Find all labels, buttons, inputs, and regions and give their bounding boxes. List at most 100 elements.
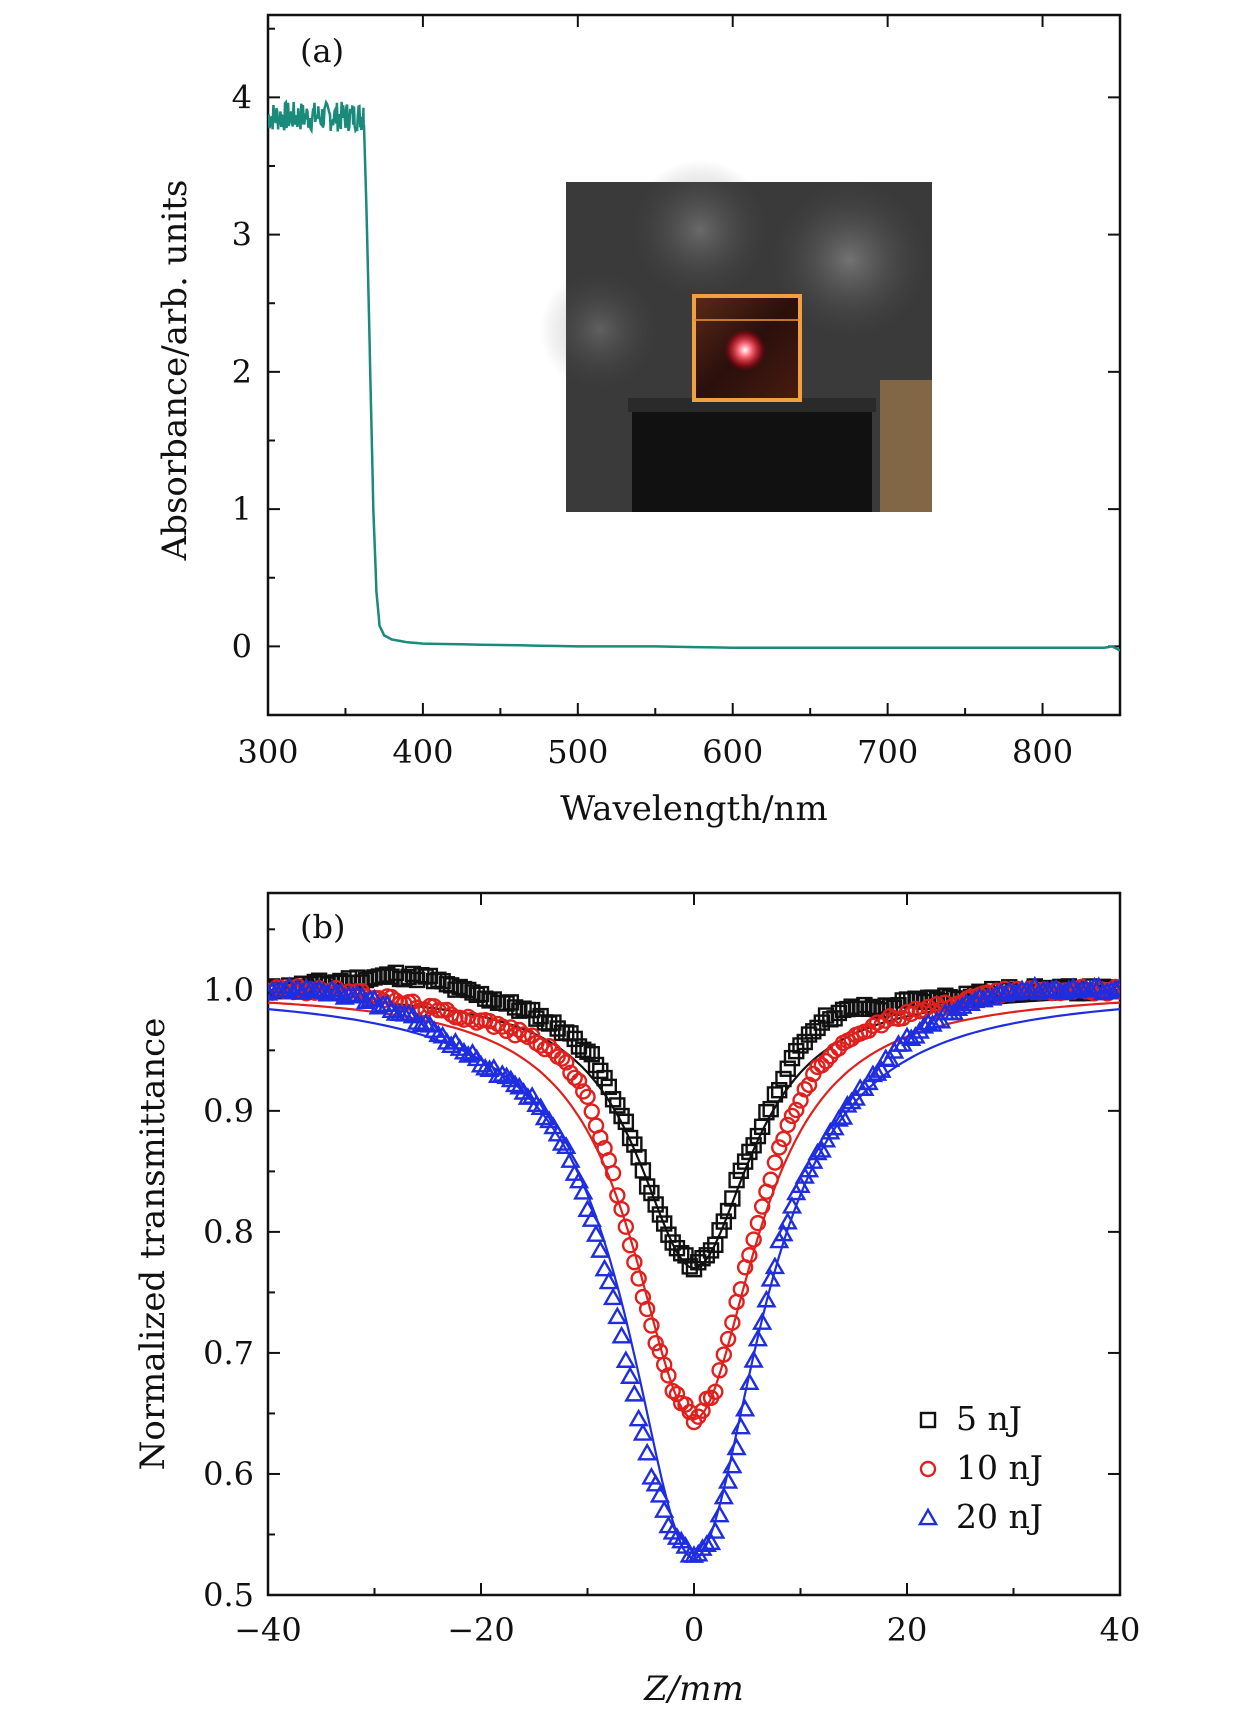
data-point-10nJ [630, 1270, 647, 1287]
legend-marker-5nJ [919, 1411, 937, 1429]
data-point-20nJ [568, 1170, 590, 1189]
data-point-20nJ [845, 1088, 866, 1106]
data-point-20nJ [705, 1521, 726, 1539]
panel-a-x-tick-label: 600 [702, 733, 763, 771]
data-point-5nJ [766, 1086, 784, 1103]
data-point-5nJ [655, 1215, 673, 1232]
data-point-10nJ [724, 1314, 741, 1331]
data-point-5nJ [758, 1104, 775, 1121]
data-point-20nJ [841, 1091, 862, 1110]
data-point-20nJ [398, 1003, 419, 1022]
data-point-5nJ [805, 1023, 822, 1040]
data-point-10nJ [655, 1356, 673, 1373]
data-point-5nJ [383, 968, 400, 985]
data-point-10nJ [613, 1200, 630, 1218]
data-point-10nJ [583, 1103, 600, 1120]
data-point-10nJ [494, 1018, 511, 1035]
data-point-20nJ [628, 1408, 649, 1427]
data-point-5nJ [792, 1037, 809, 1054]
data-point-20nJ [458, 1045, 479, 1063]
data-point-10nJ [796, 1081, 813, 1098]
data-point-10nJ [788, 1101, 805, 1119]
data-point-5nJ [702, 1242, 720, 1259]
data-point-10nJ [732, 1281, 750, 1298]
panel-a-x-axis-title: Wavelength/nm [560, 789, 827, 829]
panel-a-frame [266, 13, 1122, 717]
data-point-20nJ [645, 1473, 666, 1492]
data-point-5nJ [400, 968, 417, 986]
data-point-20nJ [560, 1150, 581, 1168]
fit-curve-10nJ [268, 1001, 1120, 1421]
data-point-5nJ [817, 1007, 835, 1024]
data-point-20nJ [492, 1064, 513, 1082]
panel-b-y-tick-label: 0.9 [203, 1092, 254, 1130]
data-point-5nJ [775, 1070, 792, 1088]
data-point-10nJ [579, 1088, 596, 1106]
data-point-5nJ [839, 1000, 856, 1018]
data-point-10nJ [638, 1300, 656, 1318]
data-point-5nJ [788, 1042, 805, 1060]
panel-b-y-tick-label: 0.5 [203, 1576, 254, 1614]
data-point-5nJ [562, 1025, 579, 1042]
data-point-5nJ [430, 971, 447, 989]
data-point-20nJ [321, 979, 343, 998]
data-point-10nJ [592, 1129, 609, 1146]
panel-b-x-tick-label: 20 [887, 1611, 928, 1649]
data-point-20nJ [764, 1256, 786, 1275]
data-point-20nJ [807, 1142, 828, 1161]
data-point-10nJ [707, 1383, 724, 1401]
data-point-20nJ [637, 1442, 658, 1461]
data-point-5nJ [651, 1206, 669, 1223]
panel-a-y-tick-label: 1 [232, 490, 252, 528]
data-point-20nJ [862, 1064, 884, 1083]
data-point-20nJ [820, 1121, 841, 1140]
data-point-20nJ [777, 1211, 798, 1230]
data-point-20nJ [611, 1325, 632, 1344]
panel-a-x-tick-label: 400 [392, 733, 453, 771]
data-point-5nJ [609, 1097, 626, 1114]
legend-label: 20 nJ [956, 1497, 1043, 1536]
panel-a-x-tick-label: 700 [857, 733, 918, 771]
data-point-20nJ [551, 1133, 573, 1151]
data-point-20nJ [982, 987, 1003, 1006]
data-point-20nJ [479, 1059, 500, 1078]
data-point-10nJ [617, 1218, 635, 1235]
data-point-5nJ [771, 1082, 788, 1099]
panel-b: −40 −20 0 20 40 0.5 0.6 0.7 0.8 0.9 1.0 (b) 5 nJ 1… [133, 891, 1140, 1709]
data-point-5nJ [647, 1196, 664, 1213]
data-point-20nJ [573, 1181, 594, 1200]
data-point-10nJ [621, 1237, 639, 1254]
data-point-5nJ [745, 1137, 762, 1154]
data-point-20nJ [735, 1398, 756, 1417]
data-point-20nJ [730, 1416, 751, 1435]
data-point-10nJ [762, 1171, 779, 1188]
data-point-10nJ [540, 1038, 558, 1055]
data-point-5nJ [664, 1234, 681, 1251]
panel-b-x-tick-label: −20 [447, 1611, 515, 1649]
data-point-10nJ [660, 1367, 677, 1384]
panel-b-y-tick-label: 0.6 [203, 1455, 254, 1493]
data-point-5nJ [379, 966, 396, 983]
data-point-20nJ [1054, 982, 1075, 1000]
panel-b-label: (b) [300, 908, 345, 946]
data-point-20nJ [577, 1199, 598, 1218]
data-point-5nJ [732, 1162, 750, 1180]
data-point-10nJ [843, 1030, 860, 1048]
panel-a-x-tick-label: 800 [1012, 733, 1073, 771]
data-point-10nJ [775, 1130, 792, 1148]
data-point-10nJ [873, 1017, 890, 1034]
data-point-20nJ [585, 1224, 607, 1242]
data-point-20nJ [504, 1074, 526, 1093]
data-point-20nJ [347, 984, 368, 1002]
data-point-20nJ [615, 1350, 636, 1368]
data-point-10nJ [749, 1214, 767, 1232]
data-point-20nJ [598, 1271, 619, 1290]
data-point-20nJ [811, 1139, 832, 1158]
panel-b-y-tick-label: 1.0 [203, 971, 254, 1009]
data-point-20nJ [743, 1349, 764, 1368]
fit-curve-5nJ [268, 995, 1120, 1270]
panel-a-x-tick-label: 300 [237, 733, 298, 771]
data-point-20nJ [1101, 980, 1120, 999]
data-point-5nJ [511, 1002, 528, 1019]
data-point-20nJ [999, 980, 1020, 999]
